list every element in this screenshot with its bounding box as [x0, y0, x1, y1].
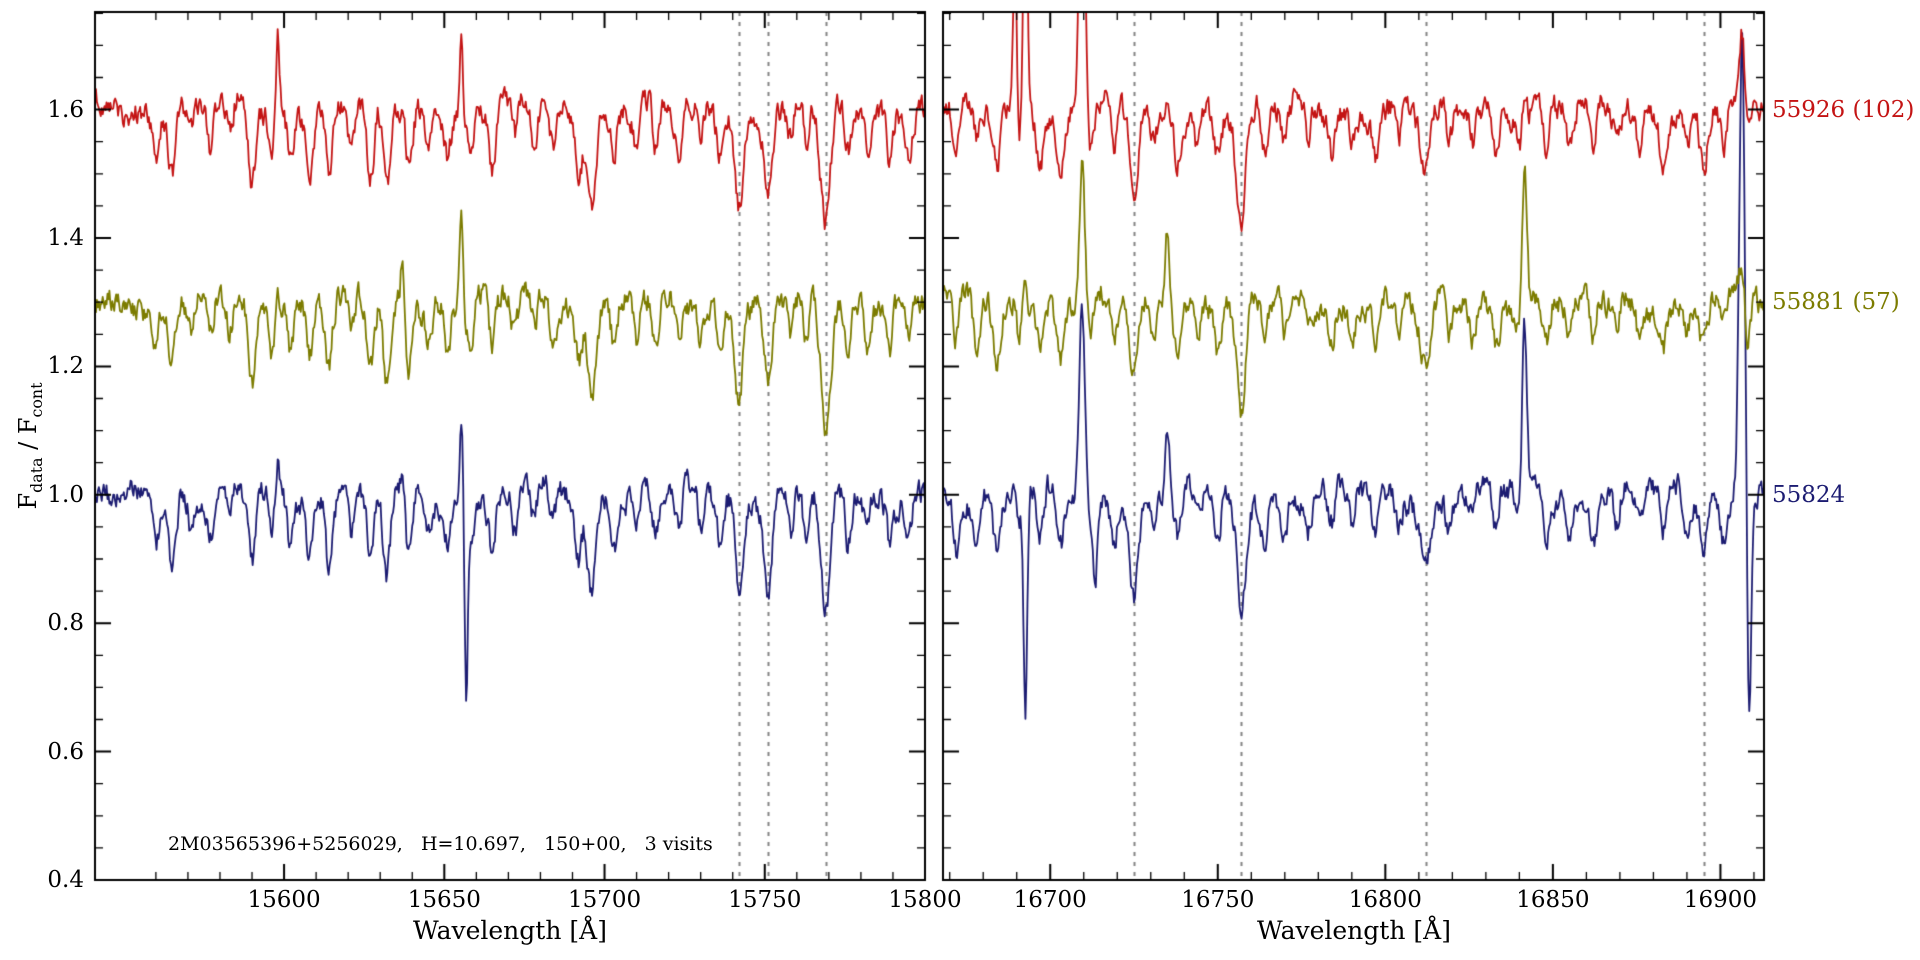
y-axis-label-symbol: F — [14, 492, 43, 510]
x-axis-label-left-panel: Wavelength [Å] — [413, 916, 607, 945]
series-label-55881: 55881 (57) — [1772, 289, 1900, 316]
y-axis-label-divider: / — [14, 434, 43, 458]
y-axis-label-sub-cont: cont — [26, 382, 46, 418]
y-axis-label-symbol2: F — [14, 417, 43, 435]
series-label-55824: 55824 — [1772, 481, 1846, 508]
x-axis-label-right-panel: Wavelength [Å] — [1257, 916, 1451, 945]
y-axis-label-sub-data: data — [26, 457, 46, 493]
target-annotation: 2M03565396+5256029, H=10.697, 150+00, 3 … — [168, 833, 713, 855]
y-axis-label: Fdata / Fcont — [14, 383, 46, 510]
series-label-55926: 55926 (102) — [1772, 96, 1915, 123]
